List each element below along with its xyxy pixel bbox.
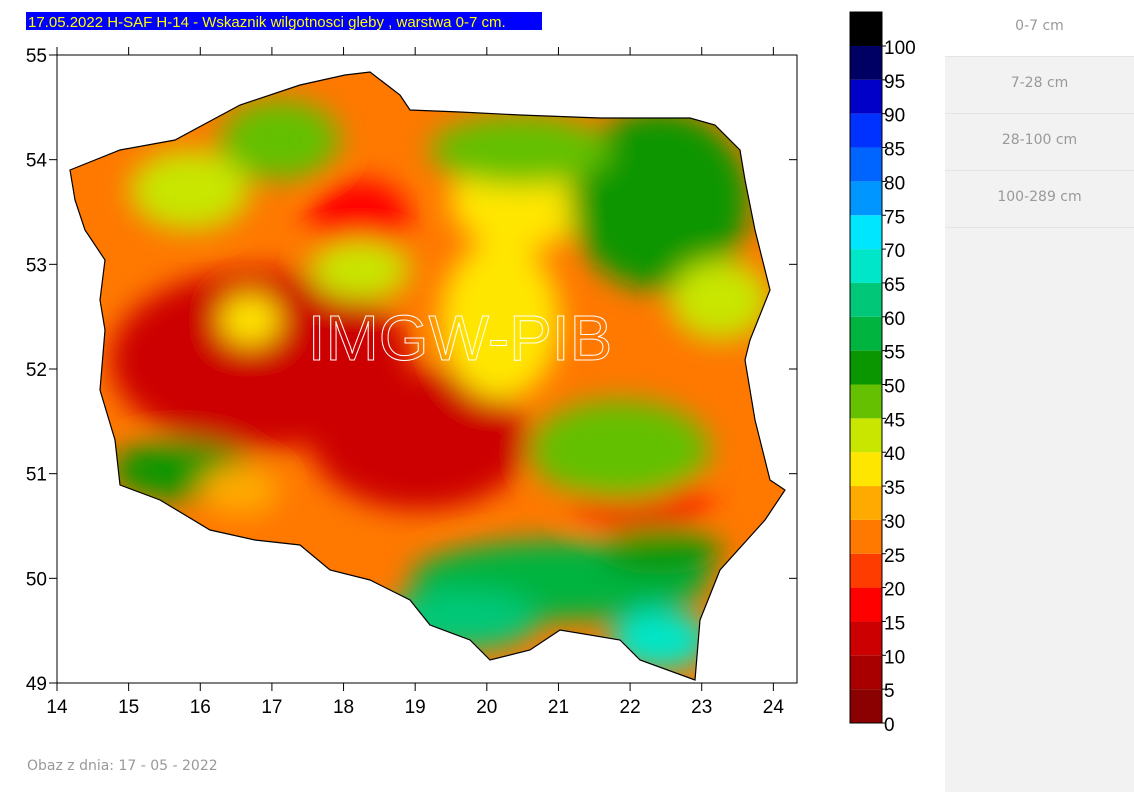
colorbar-swatch — [850, 282, 882, 317]
colorbar-label: 20 — [884, 580, 905, 601]
depth-tab[interactable]: 0-7 cm — [945, 0, 1134, 57]
colorbar-swatch — [850, 46, 882, 80]
colorbar-label: 85 — [884, 140, 905, 161]
colorbar-swatch — [850, 147, 882, 182]
x-tick-label: 17 — [261, 697, 282, 718]
colorbar-swatch — [850, 384, 882, 419]
x-tick-label: 14 — [46, 697, 68, 718]
colorbar-swatch — [850, 655, 882, 690]
colorbar-label: 65 — [884, 275, 905, 296]
colorbar-label: 0 — [884, 715, 895, 736]
colorbar-label: 15 — [884, 613, 905, 634]
colorbar-swatch — [850, 249, 882, 283]
x-tick-label: 18 — [333, 697, 354, 718]
depth-tab[interactable]: 28-100 cm — [945, 114, 1134, 171]
colorbar-swatch — [850, 621, 882, 656]
colorbar-label: 60 — [884, 309, 905, 330]
x-tick-label: 24 — [763, 697, 785, 718]
x-tick-label: 21 — [548, 697, 569, 718]
y-tick-label: 51 — [26, 465, 47, 486]
footer-date: Obaz z dnia: 17 - 05 - 2022 — [27, 758, 218, 774]
colorbar-label: 5 — [884, 681, 895, 702]
depth-tab[interactable]: 100-289 cm — [945, 171, 1134, 228]
colorbar-label: 90 — [884, 106, 905, 127]
y-tick-label: 53 — [26, 255, 47, 276]
colorbar-label: 55 — [884, 343, 905, 364]
colorbar-swatch — [850, 486, 882, 520]
colorbar-label: 70 — [884, 241, 905, 262]
colorbar-label: 80 — [884, 173, 905, 194]
colorbar-frame — [849, 11, 883, 724]
colorbar-swatch — [850, 316, 882, 351]
colorbar-label: 30 — [884, 512, 905, 533]
colorbar-swatch — [850, 553, 882, 588]
colorbar-swatch — [850, 418, 882, 453]
soil-moisture-field — [70, 72, 785, 680]
x-tick-label: 19 — [405, 697, 426, 718]
colorbar-swatch — [850, 519, 882, 554]
colorbar-swatch — [850, 350, 882, 385]
y-tick-label: 55 — [26, 46, 47, 67]
colorbar-swatch — [850, 215, 882, 250]
map-title: 17.05.2022 H-SAF H-14 - Wskaznik wilgotn… — [28, 14, 506, 31]
colorbar-swatch — [850, 113, 882, 148]
colorbar-label: 75 — [884, 207, 905, 228]
y-tick-label: 52 — [26, 360, 47, 381]
y-tick-label: 54 — [26, 151, 48, 172]
colorbar-label: 50 — [884, 377, 905, 398]
colorbar-swatch — [850, 12, 882, 46]
colorbar-swatch — [850, 587, 882, 622]
colorbar-label: 40 — [884, 444, 905, 465]
x-tick-label: 20 — [476, 697, 497, 718]
x-tick-label: 23 — [691, 697, 712, 718]
colorbar-label: 35 — [884, 478, 905, 499]
watermark: IMGW-PIB — [308, 302, 613, 374]
colorbar-label: 45 — [884, 410, 905, 431]
x-tick-label: 16 — [190, 697, 211, 718]
colorbar-label: 10 — [884, 647, 905, 668]
colorbar-swatch — [850, 181, 882, 216]
colorbar-swatch — [850, 79, 882, 114]
x-tick-label: 15 — [118, 697, 139, 718]
y-tick-label: 50 — [26, 569, 47, 590]
depth-tab[interactable]: 7-28 cm — [945, 57, 1134, 114]
colorbar-label: 95 — [884, 72, 905, 93]
depth-tabs: 0-7 cm 7-28 cm 28-100 cm 100-289 cm — [945, 0, 1134, 792]
colorbar-swatch — [850, 452, 882, 487]
colorbar-label: 25 — [884, 546, 905, 567]
y-tick-label: 49 — [26, 674, 47, 695]
title-bg — [26, 12, 542, 30]
colorbar-label: 100 — [884, 38, 916, 59]
colorbar-swatch — [850, 689, 882, 723]
x-tick-label: 22 — [620, 697, 641, 718]
map-figure: 17.05.2022 H-SAF H-14 - Wskaznik wilgotn… — [26, 11, 916, 736]
